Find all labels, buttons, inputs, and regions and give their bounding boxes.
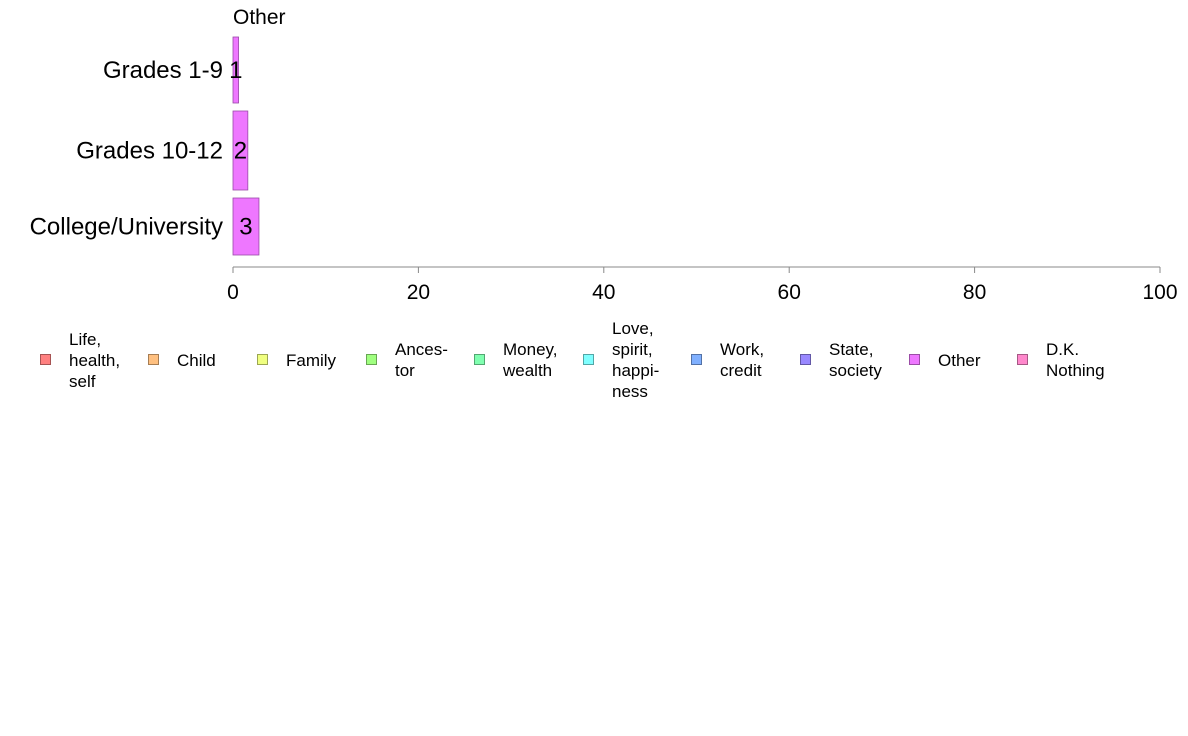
legend-swatch (909, 354, 920, 365)
bar-3 (232, 197, 260, 256)
legend-label: Love, spirit, happi- ness (612, 319, 660, 401)
legend: Life, health, self Child Family Ances- tor M… (0, 310, 1188, 410)
legend-swatch (800, 354, 811, 365)
legend-label: State, society (829, 340, 882, 380)
legend-swatch (1017, 354, 1028, 365)
bar-1 (232, 36, 239, 104)
legend-swatch (474, 354, 485, 365)
x-tick-label: 80 (963, 281, 986, 300)
legend-swatch (257, 354, 268, 365)
category-label: Grades 1-9 (103, 57, 223, 84)
bar-value-label: 1 (229, 57, 242, 84)
legend-swatch (583, 354, 594, 365)
x-tick-label: 20 (407, 281, 430, 300)
legend-swatch (366, 354, 377, 365)
category-label: College/University (30, 214, 223, 241)
legend-swatch (148, 354, 159, 365)
bar-value-label: 3 (239, 214, 252, 241)
x-tick-label: 40 (592, 281, 615, 300)
x-tick-label: 60 (778, 281, 801, 300)
legend-label: Ances- tor (395, 340, 448, 380)
legend-label: Money, wealth (503, 340, 558, 380)
chart-title: Other (233, 6, 286, 29)
legend-label: Child (177, 350, 216, 370)
category-label: Grades 10-12 (76, 138, 223, 165)
legend-swatch (691, 354, 702, 365)
legend-label: Work, credit (720, 340, 765, 380)
legend-label: Family (286, 350, 337, 370)
bar-value-label: 2 (234, 138, 247, 165)
legend-swatch (40, 354, 51, 365)
x-tick-label: 100 (1142, 281, 1177, 300)
bar-2 (232, 110, 249, 191)
legend-label: Life, health, self (69, 329, 121, 391)
x-axis: 0 20 40 60 80 100 (227, 266, 1178, 300)
legend-label: Other (938, 350, 981, 370)
legend-label: D.K. Nothing (1046, 340, 1105, 380)
x-tick-label: 0 (227, 281, 239, 300)
